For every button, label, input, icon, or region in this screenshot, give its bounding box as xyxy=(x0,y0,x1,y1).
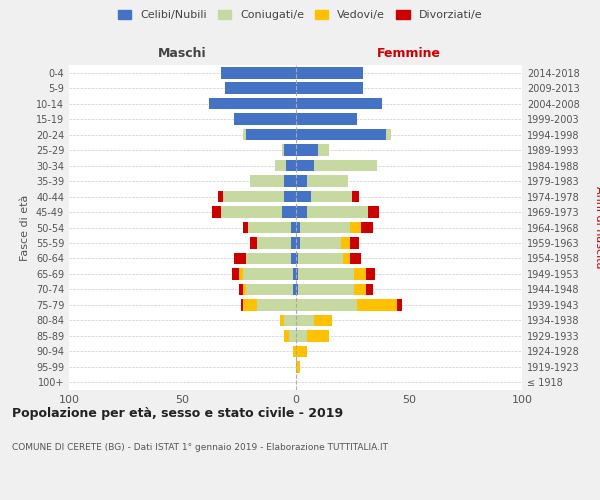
Bar xyxy=(296,82,364,94)
Bar xyxy=(225,82,296,94)
Bar xyxy=(232,268,239,280)
Bar xyxy=(300,237,341,249)
Y-axis label: Anni di nascita: Anni di nascita xyxy=(593,186,600,269)
Y-axis label: Fasce di età: Fasce di età xyxy=(20,194,30,260)
Bar xyxy=(307,330,329,342)
Bar xyxy=(293,284,296,295)
Bar xyxy=(296,237,300,249)
Bar xyxy=(296,268,298,280)
Bar xyxy=(244,284,245,295)
Bar xyxy=(311,190,352,202)
Bar xyxy=(355,284,366,295)
Bar xyxy=(296,67,364,78)
Bar xyxy=(289,330,296,342)
Bar xyxy=(298,252,343,264)
Text: Femmine: Femmine xyxy=(377,48,441,60)
Bar xyxy=(291,222,296,234)
Bar xyxy=(221,206,282,218)
Bar xyxy=(245,129,296,140)
Bar xyxy=(257,237,291,249)
Bar xyxy=(244,129,245,140)
Bar xyxy=(235,114,296,125)
Bar xyxy=(250,237,257,249)
Bar xyxy=(296,346,307,357)
Bar xyxy=(209,98,296,110)
Bar xyxy=(296,206,307,218)
Bar xyxy=(284,330,289,342)
Bar xyxy=(275,160,286,172)
Bar xyxy=(245,284,293,295)
Bar xyxy=(298,284,355,295)
Bar xyxy=(239,284,244,295)
Text: Maschi: Maschi xyxy=(158,48,206,60)
Bar xyxy=(282,206,296,218)
Bar xyxy=(298,268,355,280)
Bar xyxy=(296,176,307,187)
Bar xyxy=(284,314,296,326)
Bar xyxy=(291,252,296,264)
Bar xyxy=(343,252,350,264)
Bar xyxy=(250,176,284,187)
Bar xyxy=(296,222,300,234)
Text: COMUNE DI CERETE (BG) - Dati ISTAT 1° gennaio 2019 - Elaborazione TUTTITALIA.IT: COMUNE DI CERETE (BG) - Dati ISTAT 1° ge… xyxy=(12,442,388,452)
Bar xyxy=(241,299,244,310)
Bar xyxy=(293,268,296,280)
Legend: Celibi/Nubili, Coniugati/e, Vedovi/e, Divorziati/e: Celibi/Nubili, Coniugati/e, Vedovi/e, Di… xyxy=(113,6,487,25)
Bar xyxy=(296,160,314,172)
Bar xyxy=(239,268,244,280)
Bar xyxy=(248,222,291,234)
Bar xyxy=(296,144,318,156)
Bar xyxy=(314,314,332,326)
Bar xyxy=(296,299,356,310)
Bar xyxy=(350,252,361,264)
Bar xyxy=(350,222,361,234)
Bar xyxy=(314,160,377,172)
Bar xyxy=(244,268,293,280)
Bar xyxy=(296,114,356,125)
Bar xyxy=(257,299,296,310)
Bar xyxy=(296,330,307,342)
Bar xyxy=(280,314,284,326)
Bar xyxy=(296,98,382,110)
Bar xyxy=(356,299,397,310)
Bar xyxy=(352,190,359,202)
Bar xyxy=(284,190,296,202)
Bar xyxy=(244,299,257,310)
Bar xyxy=(221,67,296,78)
Bar xyxy=(386,129,391,140)
Bar xyxy=(318,144,329,156)
Bar xyxy=(397,299,402,310)
Bar xyxy=(350,237,359,249)
Bar xyxy=(361,222,373,234)
Bar xyxy=(293,346,296,357)
Bar xyxy=(223,190,284,202)
Bar xyxy=(282,144,284,156)
Bar xyxy=(307,176,347,187)
Bar xyxy=(296,129,386,140)
Bar xyxy=(235,252,245,264)
Bar xyxy=(296,361,300,372)
Text: Popolazione per età, sesso e stato civile - 2019: Popolazione per età, sesso e stato civil… xyxy=(12,408,343,420)
Bar xyxy=(244,222,248,234)
Bar xyxy=(355,268,366,280)
Bar xyxy=(296,314,314,326)
Bar xyxy=(245,252,291,264)
Bar xyxy=(286,160,296,172)
Bar xyxy=(296,190,311,202)
Bar xyxy=(368,206,379,218)
Bar xyxy=(341,237,350,249)
Bar xyxy=(296,252,298,264)
Bar xyxy=(212,206,221,218)
Bar xyxy=(300,222,350,234)
Bar xyxy=(366,284,373,295)
Bar xyxy=(291,237,296,249)
Bar xyxy=(284,144,296,156)
Bar xyxy=(284,176,296,187)
Bar xyxy=(296,284,298,295)
Bar xyxy=(307,206,368,218)
Bar xyxy=(218,190,223,202)
Bar xyxy=(366,268,375,280)
